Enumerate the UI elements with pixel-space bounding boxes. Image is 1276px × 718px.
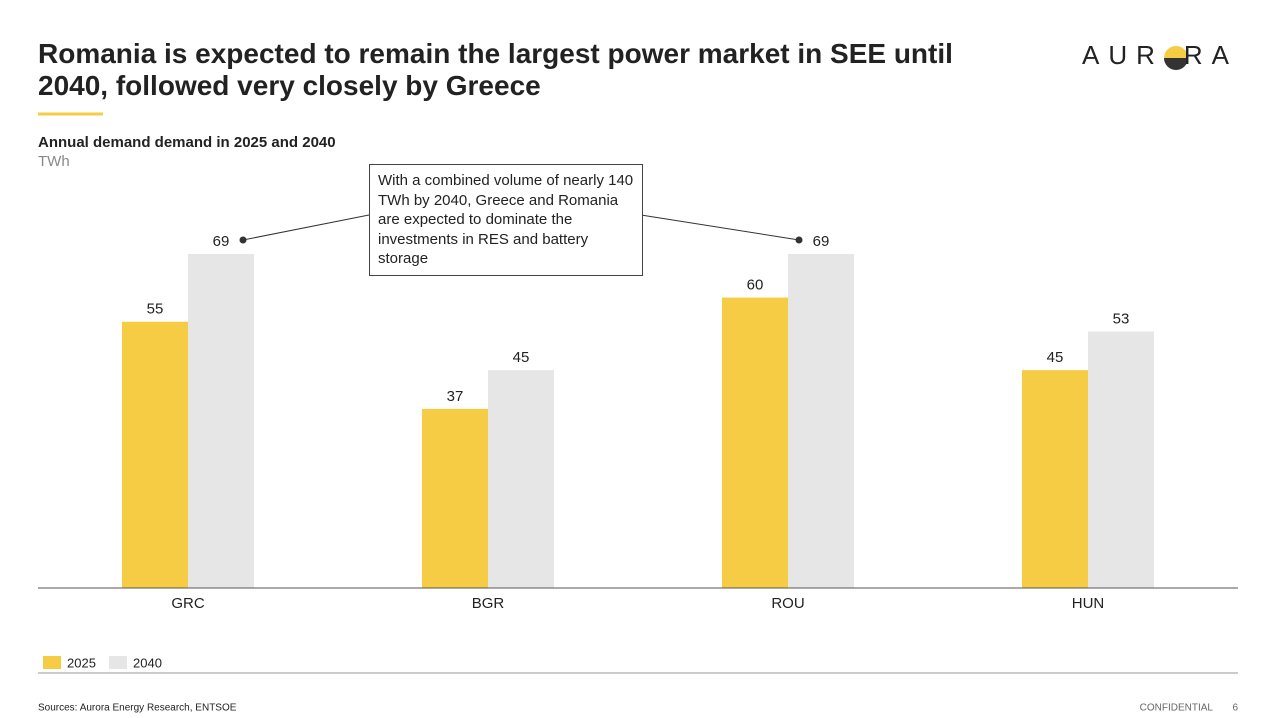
leader-dot xyxy=(795,236,803,244)
legend-swatch xyxy=(43,656,61,669)
x-tick-label: ROU xyxy=(771,595,804,612)
bar xyxy=(122,321,188,588)
value-label: 55 xyxy=(147,301,164,318)
bar xyxy=(1088,331,1154,588)
x-tick-label: GRC xyxy=(171,595,205,612)
value-label: 45 xyxy=(513,349,530,366)
source: Sources: Aurora Energy Research, ENTSOE xyxy=(38,703,237,714)
x-tick-label: HUN xyxy=(1072,595,1105,612)
leader-line xyxy=(242,214,370,241)
chart-title: Annual demand demand in 2025 and 2040 xyxy=(38,134,336,151)
logo: AUR xyxy=(1082,40,1164,70)
unit-label: TWh xyxy=(38,153,70,170)
page-number: 6 xyxy=(1232,703,1238,714)
legend-swatch xyxy=(109,656,127,669)
slide-title: Romania is expected to remain the larges… xyxy=(38,38,953,101)
leader-line xyxy=(640,214,800,241)
bar xyxy=(188,254,254,588)
value-label: 69 xyxy=(213,233,230,250)
bar xyxy=(788,254,854,588)
x-tick-label: BGR xyxy=(472,595,505,612)
bar xyxy=(488,370,554,588)
value-label: 69 xyxy=(813,233,830,250)
legend-label: 2040 xyxy=(133,655,162,670)
value-label: 60 xyxy=(747,277,764,294)
annotation: With a combined volume of nearly 140 TWh… xyxy=(369,164,643,276)
bar xyxy=(1022,370,1088,588)
value-label: 37 xyxy=(447,388,464,405)
value-label: 53 xyxy=(1113,310,1130,327)
legend-label: 2025 xyxy=(67,655,96,670)
bar xyxy=(722,297,788,588)
bar xyxy=(422,408,488,588)
value-label: 45 xyxy=(1047,349,1064,366)
confidential: CONFIDENTIAL xyxy=(1140,703,1214,714)
logo: RA xyxy=(1184,40,1238,70)
leader-dot xyxy=(239,236,247,244)
logo-icon xyxy=(1164,46,1188,70)
